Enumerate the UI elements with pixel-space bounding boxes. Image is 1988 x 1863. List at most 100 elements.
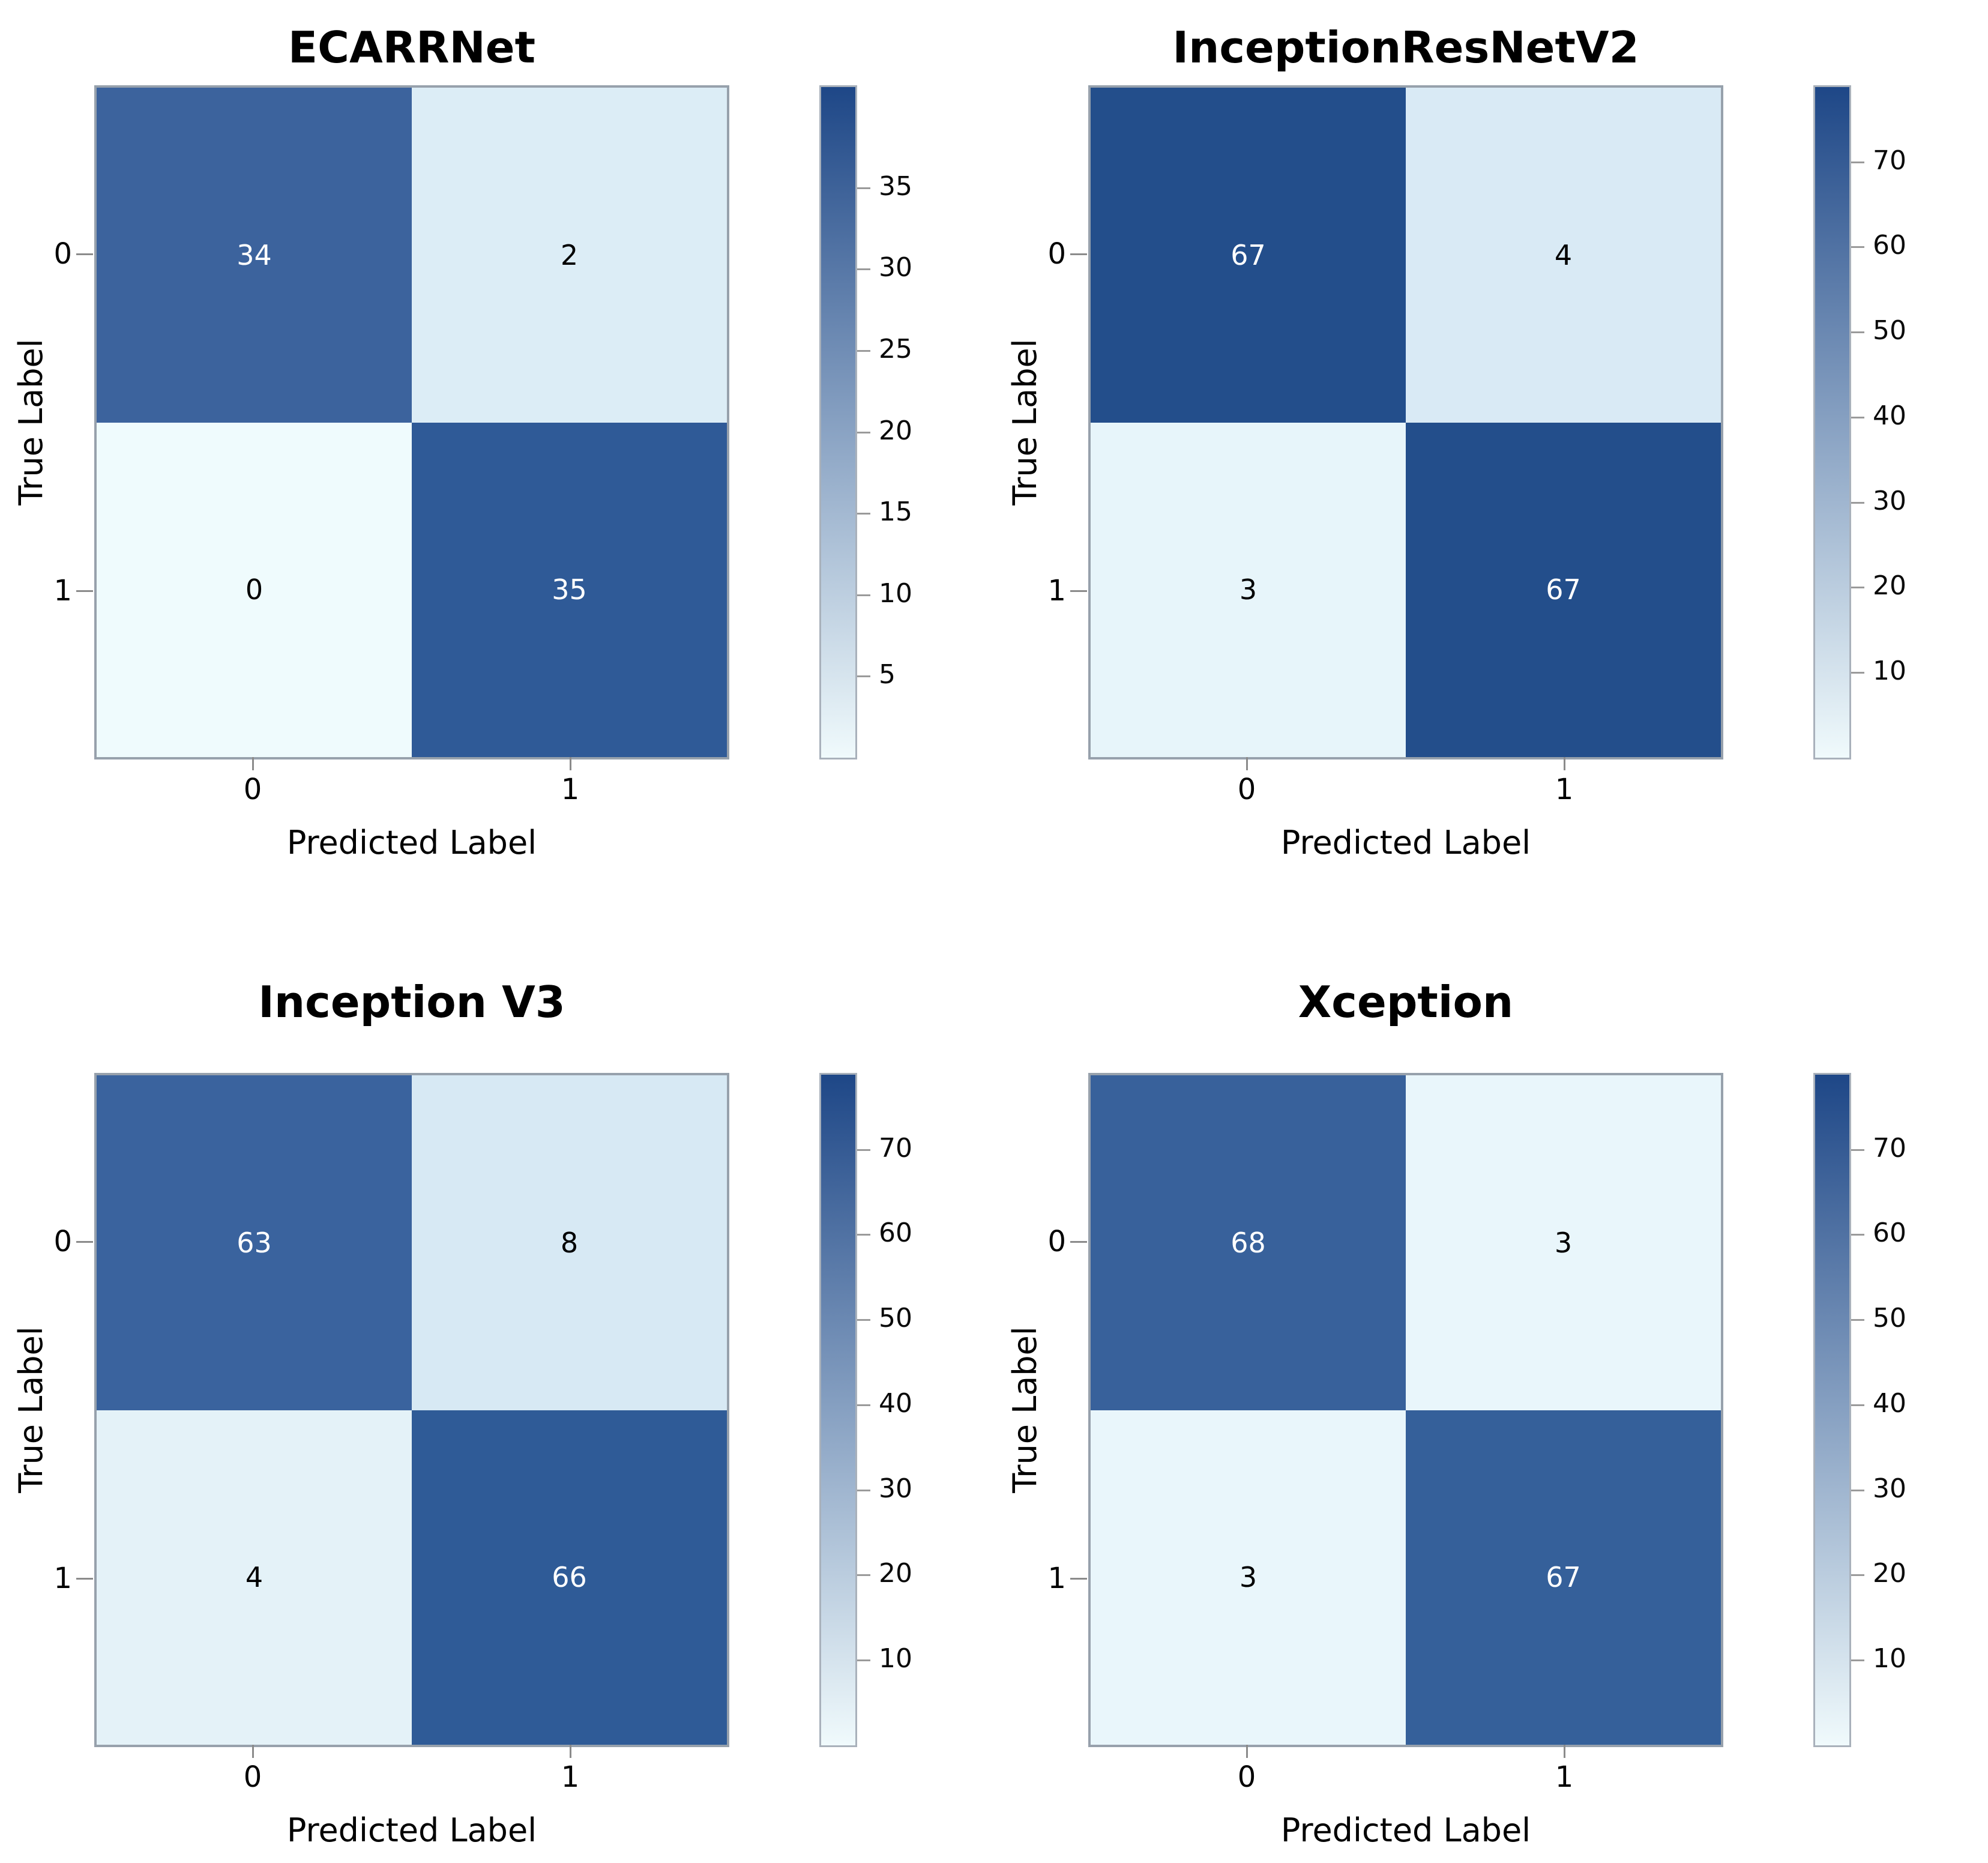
y-tick-label: 1 [1047, 1562, 1066, 1595]
heatmap-cell: 3 [1091, 1410, 1406, 1745]
colorbar-tick-mark [1851, 1319, 1864, 1321]
colorbar-tick-mark [857, 1149, 870, 1151]
colorbar-tick-label: 40 [1873, 1388, 1906, 1419]
cell-value: 0 [245, 573, 264, 606]
cell-value: 35 [552, 573, 587, 606]
y-tick-mark [76, 1241, 93, 1243]
colorbar-tick-label: 60 [1873, 230, 1906, 261]
colorbar-tick-label: 60 [1873, 1218, 1906, 1248]
colorbar-tick-mark [857, 513, 870, 515]
y-tick-label: 1 [1047, 574, 1066, 608]
cell-value: 2 [560, 238, 579, 271]
colorbar-tick-mark [857, 350, 870, 352]
cell-value: 34 [236, 238, 272, 271]
y-axis-label: True Label [1006, 339, 1044, 506]
x-tick-label: 0 [243, 1760, 262, 1794]
cell-value: 4 [245, 1561, 264, 1594]
colorbar-tick-label: 5 [879, 659, 896, 690]
plot-title: Xception [1298, 977, 1514, 1027]
colorbar-tick-label: 50 [1873, 1303, 1906, 1333]
y-tick-label: 0 [1047, 237, 1066, 271]
x-axis-label: Predicted Label [1280, 824, 1531, 862]
x-axis-label: Predicted Label [286, 1811, 537, 1849]
heatmap: 67 4 3 67 [1088, 85, 1723, 759]
colorbar-tick-mark [1851, 1234, 1864, 1236]
cell-value: 4 [1554, 238, 1573, 271]
x-tick-mark [1564, 1745, 1565, 1758]
colorbar-tick-mark [857, 594, 870, 596]
cell-value: 3 [1554, 1226, 1573, 1259]
colorbar-tick-label: 35 [879, 171, 912, 202]
colorbar-tick-label: 30 [879, 1473, 912, 1504]
colorbar-tick-label: 20 [879, 415, 912, 446]
colorbar-tick-mark [1851, 1404, 1864, 1406]
cell-value: 67 [1546, 573, 1581, 606]
cell-value: 8 [560, 1226, 579, 1259]
heatmap-cell: 3 [1406, 1075, 1721, 1410]
colorbar-tick-label: 30 [1873, 1473, 1906, 1504]
heatmap-cell: 4 [97, 1410, 412, 1745]
cell-value: 3 [1239, 1561, 1258, 1594]
heatmap-cell: 68 [1091, 1075, 1406, 1410]
colorbar-tick-label: 10 [1873, 656, 1906, 686]
colorbar-tick-mark [1851, 1149, 1864, 1151]
colorbar-tick-label: 60 [879, 1218, 912, 1248]
x-tick-label: 1 [1555, 773, 1574, 806]
plot-title: Inception V3 [258, 977, 565, 1027]
colorbar-tick-label: 40 [1873, 400, 1906, 431]
x-tick-mark [1246, 1745, 1248, 1758]
y-tick-mark [76, 590, 93, 592]
x-axis-label: Predicted Label [1280, 1811, 1531, 1849]
colorbar-tick-mark [857, 1659, 870, 1661]
colorbar-tick-mark [857, 1490, 870, 1491]
colorbar-tick-label: 10 [879, 1643, 912, 1674]
heatmap-cell: 67 [1091, 88, 1406, 423]
colorbar-tick-mark [1851, 1659, 1864, 1661]
colorbar [819, 85, 857, 759]
colorbar-tick-mark [1851, 1574, 1864, 1576]
colorbar-tick-label: 70 [1873, 145, 1906, 176]
y-axis-label: True Label [12, 1326, 50, 1493]
x-tick-mark [252, 1745, 254, 1758]
colorbar-tick-mark [1851, 672, 1864, 674]
x-tick-label: 0 [243, 773, 262, 806]
y-tick-mark [76, 1578, 93, 1580]
heatmap-cell: 8 [412, 1075, 727, 1410]
colorbar-tick-mark [857, 1574, 870, 1576]
colorbar-tick-label: 10 [879, 578, 912, 609]
colorbar-tick-mark [1851, 502, 1864, 504]
heatmap-cell: 0 [97, 422, 412, 757]
cell-value: 67 [1230, 238, 1266, 271]
confusion-matrix-plot: Inception V3 True Label 63 8 4 66 Predic… [0, 932, 994, 1863]
plot-title: ECARRNet [288, 22, 536, 73]
heatmap-cell: 67 [1406, 422, 1721, 757]
y-tick-label: 1 [53, 574, 72, 608]
colorbar-tick-label: 25 [879, 334, 912, 364]
x-tick-mark [1564, 757, 1565, 770]
y-tick-mark [76, 253, 93, 255]
x-tick-label: 1 [561, 773, 580, 806]
colorbar-tick-label: 20 [879, 1558, 912, 1589]
colorbar-tick-mark [857, 187, 870, 189]
y-tick-mark [1070, 1241, 1087, 1243]
plot-title: InceptionResNetV2 [1172, 22, 1639, 73]
y-axis-label: True Label [12, 339, 50, 506]
x-tick-mark [570, 757, 571, 770]
y-tick-mark [1070, 590, 1087, 592]
heatmap-cell: 66 [412, 1410, 727, 1745]
x-tick-label: 0 [1237, 773, 1256, 806]
colorbar-tick-label: 40 [879, 1388, 912, 1419]
colorbar-tick-mark [857, 1234, 870, 1236]
colorbar-tick-mark [1851, 331, 1864, 333]
colorbar-tick-mark [1851, 417, 1864, 418]
y-tick-mark [1070, 1578, 1087, 1580]
colorbar-tick-mark [857, 1404, 870, 1406]
cell-value: 63 [236, 1226, 272, 1259]
x-tick-label: 1 [1555, 1760, 1574, 1794]
colorbar-tick-label: 70 [1873, 1133, 1906, 1164]
y-tick-label: 1 [53, 1562, 72, 1595]
colorbar-tick-mark [1851, 1490, 1864, 1491]
heatmap: 63 8 4 66 [94, 1073, 729, 1747]
